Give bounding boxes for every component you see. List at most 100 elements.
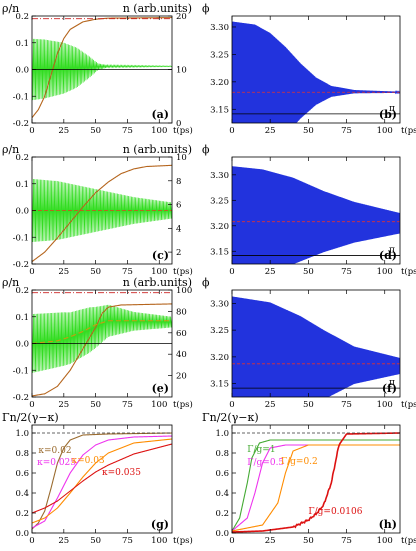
panel-label-f: (f) bbox=[382, 382, 397, 395]
panel-label-a: (a) bbox=[151, 108, 169, 121]
y-tick-label-b-3: 3.30 bbox=[210, 23, 229, 33]
x-tick-label-h-4: 100 bbox=[377, 536, 393, 546]
y-right-axis-label-e: n (arb.units) bbox=[123, 276, 192, 289]
plot-area-a bbox=[32, 17, 172, 118]
frame-g bbox=[31, 424, 173, 534]
x-tick-label-b-2: 50 bbox=[303, 126, 314, 136]
annotation-h-0: Γ/g=1 bbox=[247, 445, 275, 455]
y-tick-label-d-4: 3.30 bbox=[210, 171, 229, 181]
x-tick-label-d-4: 100 bbox=[377, 267, 393, 277]
y-axis-label-h: Γn/2(γ−κ) bbox=[202, 411, 259, 424]
panel-label-g: (g) bbox=[151, 518, 169, 531]
plot-area-d bbox=[232, 166, 400, 264]
y-tick-label-a-2: 0.0 bbox=[15, 66, 29, 76]
y-tick-label-f-0: 3.15 bbox=[210, 380, 229, 390]
panel-c: 0 25 50 75 100 -0.2 -0.1 0.0 0.1 0.2 2 4 6 8 10 ρ/n n (a… bbox=[2, 143, 193, 277]
x-tick-label-b-0: 0 bbox=[229, 126, 234, 136]
y-tick-label-h-0: 0.0 bbox=[215, 529, 229, 539]
y-right-tick-label-c-1: 4 bbox=[176, 224, 181, 234]
y-axis-label-e: ρ/n bbox=[2, 276, 19, 289]
series-c-1 bbox=[32, 164, 172, 263]
pi-label-b: π bbox=[389, 104, 395, 114]
y-tick-label-e-0: -0.2 bbox=[13, 393, 29, 403]
x-axis-label-e: t(ps) bbox=[173, 399, 193, 410]
y-tick-label-b-0: 3.15 bbox=[210, 105, 229, 115]
panel-g: 0 25 50 75 100 0.0 0.2 0.4 0.6 0.8 1.0 Γn/2(γ−κ) t(p… bbox=[2, 411, 193, 546]
x-tick-label-e-2: 50 bbox=[90, 400, 101, 410]
frame-b bbox=[231, 15, 401, 124]
y-right-tick-label-e-0: 20 bbox=[176, 372, 187, 382]
y-right-tick-label-c-4: 10 bbox=[176, 153, 187, 163]
series-c-0 bbox=[32, 178, 172, 243]
series-e-2 bbox=[32, 320, 172, 345]
x-tick-label-a-2: 50 bbox=[90, 126, 101, 136]
x-tick-label-g-0: 0 bbox=[29, 536, 34, 546]
annotation-g-1: κ=0.025 bbox=[37, 458, 76, 468]
x-tick-label-f-2: 50 bbox=[303, 400, 314, 410]
x-tick-label-f-4: 100 bbox=[377, 400, 393, 410]
x-tick-label-a-4: 100 bbox=[151, 126, 167, 136]
panel-f: π 0 25 50 75 100 3.15 3.20 3.25 3.30ϕ t(ps) (f) bbox=[202, 276, 416, 410]
x-tick-label-g-1: 25 bbox=[58, 536, 69, 546]
y-tick-label-d-3: 3.25 bbox=[210, 196, 229, 206]
y-tick-label-d-2: 3.20 bbox=[210, 222, 229, 232]
x-axis-label-d: t(ps) bbox=[401, 266, 416, 277]
x-tick-label-b-3: 75 bbox=[341, 126, 352, 136]
x-tick-label-e-1: 25 bbox=[58, 400, 69, 410]
frame-h bbox=[231, 424, 401, 534]
plot-area-c bbox=[32, 164, 172, 263]
x-tick-label-h-0: 0 bbox=[229, 536, 234, 546]
x-tick-label-e-0: 0 bbox=[29, 400, 34, 410]
series-h-2 bbox=[232, 444, 400, 532]
y-tick-label-g-1: 0.2 bbox=[15, 509, 29, 519]
y-tick-label-e-2: 0.0 bbox=[15, 340, 29, 350]
y-tick-label-f-3: 3.30 bbox=[210, 299, 229, 309]
y-right-tick-label-c-3: 8 bbox=[176, 177, 181, 187]
annotation-h-3: Γ/g=0.0106 bbox=[308, 507, 362, 517]
y-axis-label-g: Γn/2(γ−κ) bbox=[2, 411, 59, 424]
plot-area-e bbox=[32, 292, 172, 397]
x-tick-label-g-4: 100 bbox=[151, 536, 167, 546]
y-right-tick-label-e-3: 80 bbox=[176, 307, 187, 317]
panel-label-b: (b) bbox=[379, 108, 397, 121]
x-tick-label-d-3: 75 bbox=[341, 267, 352, 277]
annotation-h-1: Γ/g=0.5 bbox=[247, 458, 284, 468]
panel-label-d: (d) bbox=[379, 249, 397, 262]
x-axis-label-g: t(ps) bbox=[173, 535, 193, 546]
y-tick-label-d-1: 3.15 bbox=[210, 247, 229, 257]
y-axis-label-d: ϕ bbox=[202, 143, 210, 156]
pi-label-d: π bbox=[389, 246, 395, 256]
x-tick-label-e-4: 100 bbox=[151, 400, 167, 410]
y-tick-label-a-3: 0.1 bbox=[15, 39, 29, 49]
x-tick-label-g-3: 75 bbox=[122, 536, 133, 546]
y-tick-label-g-5: 1.0 bbox=[15, 429, 29, 439]
x-tick-label-g-2: 50 bbox=[90, 536, 101, 546]
x-axis-label-c: t(ps) bbox=[173, 266, 193, 277]
plot-area-b bbox=[232, 21, 400, 123]
series-d-0 bbox=[232, 166, 400, 264]
frame-d bbox=[231, 156, 401, 265]
panel-label-h: (h) bbox=[379, 518, 397, 531]
panel-a: 0 25 50 75 100 -0.2 -0.1 0.0 0.1 0.2 0 10 20 ρ/n n (ar… bbox=[2, 2, 193, 136]
y-right-tick-label-c-0: 2 bbox=[176, 248, 181, 258]
y-right-tick-label-c-2: 6 bbox=[176, 201, 181, 211]
y-tick-label-c-1: -0.1 bbox=[13, 233, 29, 243]
x-tick-label-b-1: 25 bbox=[265, 126, 276, 136]
plot-area-g bbox=[32, 432, 172, 530]
series-h-0 bbox=[232, 439, 400, 532]
panel-e: 0 25 50 75 100 -0.2 -0.1 0.0 0.1 0.2 20 40 60 80 100 ρ/… bbox=[2, 276, 193, 410]
panel-label-c: (c) bbox=[152, 249, 169, 262]
series-b-0 bbox=[232, 21, 400, 123]
frame-f bbox=[231, 289, 401, 398]
y-tick-label-h-2: 0.4 bbox=[215, 489, 229, 499]
y-tick-label-c-3: 0.1 bbox=[15, 180, 29, 190]
series-g-2 bbox=[32, 438, 172, 524]
y-right-tick-label-a-2: 20 bbox=[176, 12, 187, 22]
x-tick-label-b-4: 100 bbox=[377, 126, 393, 136]
x-tick-label-h-1: 25 bbox=[265, 536, 276, 546]
y-right-tick-label-e-2: 60 bbox=[176, 329, 187, 339]
y-tick-label-a-0: -0.2 bbox=[13, 119, 29, 129]
y-tick-label-e-3: 0.1 bbox=[15, 313, 29, 323]
y-tick-label-h-5: 1.0 bbox=[215, 429, 229, 439]
